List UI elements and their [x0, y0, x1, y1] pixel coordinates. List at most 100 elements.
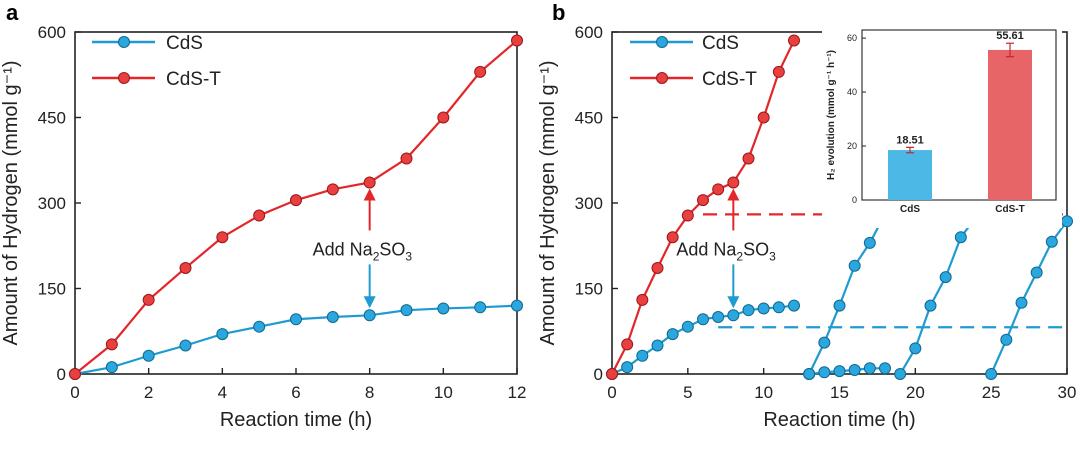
data-point — [105, 361, 118, 374]
data-point — [437, 302, 450, 315]
y-tick-label: 450 — [38, 109, 66, 128]
data-point — [681, 320, 694, 333]
inset-value-label: 18.51 — [896, 134, 924, 146]
annotation-sub: 2 — [736, 249, 743, 263]
data-point — [666, 328, 679, 341]
arrow-down-head — [363, 296, 376, 309]
data-point — [985, 368, 998, 380]
annotation-text: SO — [743, 239, 769, 259]
arrow-down-head — [727, 296, 740, 309]
data-point — [253, 320, 266, 333]
arrow-up-head — [363, 188, 376, 201]
data-point — [636, 293, 649, 306]
x-tick-label: 20 — [906, 383, 925, 402]
data-point — [474, 301, 487, 314]
data-point — [772, 301, 785, 314]
data-point — [511, 34, 523, 47]
data-point — [727, 309, 740, 322]
panel-b-annotation: Add Na2SO3 — [676, 188, 776, 309]
y-tick-label: 600 — [38, 23, 66, 42]
data-point — [803, 368, 816, 380]
data-point — [400, 304, 413, 317]
data-point — [363, 176, 376, 189]
data-point — [1015, 296, 1028, 309]
legend-b-marker-cdst — [656, 72, 668, 84]
y-tick-label: 0 — [57, 365, 66, 384]
data-point — [712, 311, 725, 323]
panel-label-a: a — [6, 0, 19, 25]
data-point — [400, 152, 413, 165]
panel-b-series — [606, 34, 1073, 380]
y-axis-label: Amount of Hydrogen (mmol g⁻¹) — [537, 60, 559, 345]
data-point — [216, 231, 229, 244]
data-point — [818, 366, 831, 379]
y-tick-label: 600 — [575, 23, 603, 42]
legend-label-cdst: CdS-T — [166, 69, 221, 90]
panel-a-annotation: Add Na2SO3 — [313, 188, 413, 309]
y-tick-label: 300 — [38, 194, 66, 213]
data-point — [290, 194, 302, 207]
legend-marker-cds — [118, 36, 130, 48]
annotation-sub: 3 — [405, 249, 412, 263]
data-point — [326, 311, 339, 323]
inset-category-label: CdS-T — [995, 204, 1024, 215]
data-point — [290, 313, 302, 326]
data-point — [833, 365, 846, 378]
x-tick-label: 8 — [365, 383, 374, 402]
data-point — [833, 299, 846, 312]
data-point — [818, 336, 831, 349]
legend-label-cds: CdS — [166, 33, 203, 54]
x-tick-label: 4 — [218, 383, 227, 402]
data-point — [772, 65, 785, 78]
data-point — [621, 338, 634, 351]
x-axis-label: Reaction time (h) — [763, 409, 915, 431]
annotation-add-na2so3: Add Na2SO3 — [313, 239, 413, 263]
data-point — [606, 368, 618, 380]
data-point — [848, 364, 861, 377]
data-point — [1061, 215, 1073, 228]
annotation-sub: 2 — [373, 249, 380, 263]
x-tick-label: 0 — [607, 383, 616, 402]
panel-b-reference-lines — [703, 213, 1063, 329]
data-point — [894, 368, 907, 380]
annotation-add-na2so3: Add Na2SO3 — [676, 239, 776, 263]
inset-value-label: 55.61 — [996, 30, 1024, 42]
inset-bar-chart: 0 20 40 60 18.51 CdS 55.61 CdS-T H₂ evolution (m… — [822, 18, 1062, 228]
inset-bar — [988, 49, 1032, 200]
data-point — [326, 183, 339, 196]
x-tick-label: 10 — [754, 383, 773, 402]
data-point — [621, 361, 634, 374]
panel-a-series — [69, 34, 523, 380]
data-point — [939, 271, 952, 284]
x-tick-label: 5 — [683, 383, 692, 402]
inset-y-tick-label: 60 — [847, 33, 857, 43]
panel-a-axes: 0 2 4 6 8 10 12 0 150 300 450 600 Reaction time (h) A… — [0, 23, 526, 431]
x-tick-label: 12 — [508, 383, 527, 402]
annotation-text: Add Na — [313, 239, 374, 259]
x-tick-label: 25 — [982, 383, 1001, 402]
y-tick-label: 150 — [575, 280, 603, 299]
data-point — [712, 183, 725, 196]
x-tick-label: 30 — [1058, 383, 1077, 402]
data-point — [651, 339, 664, 352]
data-point — [511, 299, 523, 312]
data-point — [142, 293, 155, 306]
legend-b-marker-cds — [656, 36, 668, 48]
data-point — [363, 309, 376, 322]
data-point — [69, 368, 81, 380]
data-point — [142, 349, 155, 362]
x-tick-label: 2 — [144, 383, 153, 402]
data-point — [636, 349, 649, 362]
data-point — [697, 313, 709, 326]
x-tick-label: 15 — [830, 383, 849, 402]
data-point — [742, 152, 755, 165]
panel-a-legend: CdS CdS-T — [92, 33, 221, 90]
y-tick-label: 0 — [594, 365, 603, 384]
inset-y-axis-label: H₂ evolution (mmol g⁻¹ h⁻¹) — [826, 50, 837, 180]
y-tick-label: 150 — [38, 280, 66, 299]
inset-bar — [888, 150, 932, 200]
x-tick-label: 0 — [70, 383, 79, 402]
annotation-sub: 3 — [769, 249, 776, 263]
annotation-text: Add Na — [676, 239, 737, 259]
